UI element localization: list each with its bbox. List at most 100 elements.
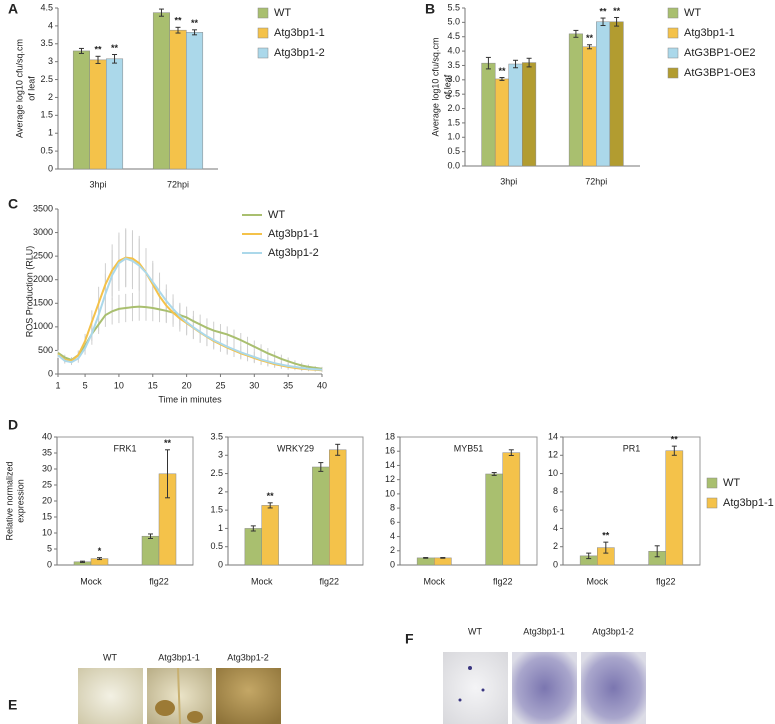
x-tick-label: 35 (283, 380, 293, 390)
y-tick-label: 4 (390, 531, 395, 541)
chart-title: WRKY29 (277, 443, 314, 453)
bar (416, 557, 435, 566)
y-tick-label: 5 (47, 543, 52, 553)
bar (329, 449, 347, 566)
stain-spot (458, 698, 462, 702)
bar (568, 33, 583, 167)
bar (186, 32, 204, 170)
bar (312, 466, 330, 566)
y-tick-label: 0.5 (40, 145, 53, 155)
x-tick-label: Mock (80, 576, 102, 586)
y-tick-label: 0 (47, 559, 52, 569)
y-tick-label: 3 (218, 450, 223, 460)
panel-letter: B (425, 1, 435, 17)
legend-label: Atg3bp1-1 (723, 497, 774, 509)
bar (244, 528, 262, 566)
y-axis-label: Average log10 cfu/sq.cm (430, 38, 440, 137)
legend-swatch (667, 7, 679, 19)
chart-title: FRK1 (113, 443, 136, 453)
significance: ** (164, 438, 172, 448)
x-tick-label: 20 (182, 380, 192, 390)
stain-photo (581, 652, 646, 724)
y-tick-label: 8 (553, 486, 558, 496)
series-line (57, 256, 323, 372)
series-line (57, 305, 323, 370)
y-tick-label: 0 (218, 559, 223, 569)
significance: ** (111, 43, 119, 53)
y-tick-label: 500 (38, 345, 53, 355)
legend-swatch (257, 47, 269, 59)
y-tick-label: 2.5 (40, 74, 53, 84)
image-label: Atg3bp1-2 (592, 626, 634, 636)
y-tick-label: 0 (553, 559, 558, 569)
y-tick-label: 1.5 (447, 117, 460, 127)
legend-label: WT (274, 7, 291, 19)
y-tick-label: 2 (390, 545, 395, 555)
significance: * (98, 546, 102, 556)
y-tick-label: 3.5 (447, 60, 460, 70)
y-axis-label: Relative normalized (4, 461, 14, 540)
significance: ** (602, 531, 610, 541)
legend-label: WT (684, 7, 701, 19)
chart: B Average log10 cfu/sq.cm of leaf 0.0 0.5 1.0… (425, 1, 756, 187)
chart: MYB51 0 2 4 6 8 10 12 14 16 18 Mock flg22 (385, 431, 538, 586)
bar (508, 63, 523, 167)
x-tick-label: Mock (423, 576, 445, 586)
y-tick-label: 0 (390, 559, 395, 569)
panel-letter: C (8, 196, 18, 212)
bar (141, 535, 160, 566)
y-axis-label: Average log10 cfu/sq.cm (14, 39, 24, 138)
significance: ** (498, 66, 506, 76)
y-tick-label: 1000 (33, 321, 53, 331)
significance: ** (671, 435, 679, 445)
x-tick-label: 5 (83, 380, 88, 390)
y-tick-label: 3.5 (210, 431, 223, 441)
y-tick-label: 2.5 (447, 89, 460, 99)
x-tick-label: 15 (148, 380, 158, 390)
legend-label: AtG3BP1-OE2 (684, 47, 756, 59)
y-tick-label: 0.5 (447, 146, 460, 156)
y-axis-label: of leaf (442, 74, 452, 99)
y-tick-label: 4 (48, 20, 53, 30)
y-tick-label: 18 (385, 431, 395, 441)
x-tick-label: 25 (215, 380, 225, 390)
y-tick-label: 6 (390, 517, 395, 527)
y-tick-label: 10 (548, 468, 558, 478)
bar (72, 50, 90, 170)
y-tick-label: 40 (42, 431, 52, 441)
panel-letter: F (405, 631, 414, 647)
y-tick-label: 5.5 (447, 2, 460, 12)
stain-photo (443, 652, 508, 724)
stain-spot (468, 666, 472, 670)
y-tick-label: 10 (385, 488, 395, 498)
y-tick-label: 3.5 (40, 38, 53, 48)
y-tick-label: 1 (218, 523, 223, 533)
significance: ** (600, 6, 608, 16)
leaf-vein (177, 667, 181, 724)
x-axis-label: Time in minutes (158, 394, 222, 404)
y-tick-label: 5.0 (447, 17, 460, 27)
legend-swatch (706, 477, 718, 489)
x-tick-label: 40 (317, 380, 327, 390)
lesion (155, 700, 175, 716)
y-tick-label: 0.5 (210, 541, 223, 551)
chart: C ROS Production (RLU) 0 500 1000 1500 2000 250… (8, 196, 327, 405)
image-label: Atg3bp1-2 (227, 652, 269, 662)
legend-label: Atg3bp1-1 (274, 27, 325, 39)
y-tick-label: 14 (548, 431, 558, 441)
y-tick-label: 2 (553, 541, 558, 551)
x-tick-label: flg22 (149, 576, 169, 586)
bar (169, 29, 187, 170)
x-tick-label: 30 (249, 380, 259, 390)
significance: ** (191, 18, 199, 28)
y-tick-label: 10 (42, 527, 52, 537)
image-label: WT (103, 652, 117, 662)
chart: PR1 0 2 4 6 8 10 12 14 Mock ** flg22 ** (548, 431, 701, 586)
x-tick-label: flg22 (656, 576, 676, 586)
significance: ** (586, 33, 594, 43)
significance: ** (267, 491, 275, 501)
y-tick-label: 1.5 (40, 110, 53, 120)
lesion (187, 711, 203, 723)
bar (485, 473, 503, 566)
